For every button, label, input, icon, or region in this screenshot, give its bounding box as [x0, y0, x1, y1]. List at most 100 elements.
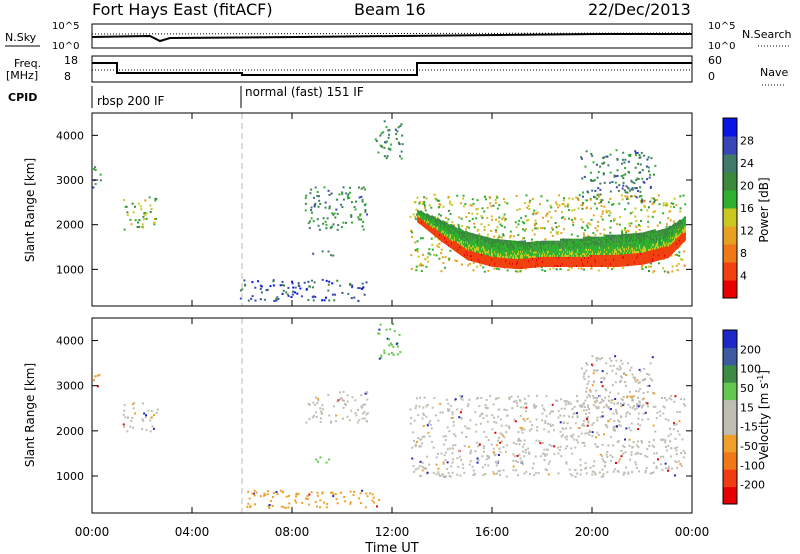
data-cell: [637, 223, 640, 226]
data-cell: [524, 202, 527, 205]
data-cell: [680, 242, 682, 245]
power-data: [92, 120, 687, 303]
data-cell: [567, 209, 570, 212]
data-cell: [317, 224, 320, 227]
data-cell: [495, 218, 498, 221]
data-cell: [387, 136, 390, 139]
data-cell: [638, 154, 641, 157]
data-cell: [533, 224, 536, 227]
data-cell: [597, 187, 600, 190]
y-tick-label: 4000: [56, 129, 84, 142]
data-cell: [643, 200, 646, 203]
data-cell: [362, 228, 365, 231]
data-cell: [515, 194, 518, 197]
data-cell: [411, 231, 414, 234]
data-cell: [503, 219, 506, 222]
data-cell: [618, 184, 621, 187]
data-cell: [532, 211, 535, 214]
data-cell: [99, 173, 102, 176]
data-cell: [96, 385, 99, 388]
data-cell: [681, 258, 684, 261]
data-cell: [354, 208, 357, 211]
data-cell: [592, 214, 595, 217]
data-cell: [436, 216, 439, 219]
data-cell: [503, 213, 506, 216]
data-cell: [634, 215, 637, 218]
data-cell: [277, 298, 280, 301]
data-cell: [527, 204, 530, 207]
data-cell: [311, 286, 314, 289]
data-cell: [246, 505, 249, 508]
data-cell: [349, 191, 352, 194]
data-cell: [599, 182, 602, 185]
data-cell: [331, 491, 334, 494]
data-cell: [558, 194, 561, 197]
data-cell: [341, 206, 344, 209]
data-cell: [591, 154, 594, 157]
data-cell: [571, 197, 574, 200]
data-cell: [414, 217, 417, 220]
data-cell: [594, 202, 597, 205]
data-cell: [92, 168, 95, 171]
data-cell: [327, 289, 330, 292]
data-cell: [515, 226, 518, 229]
data-cell: [324, 220, 327, 223]
data-cell: [572, 224, 575, 227]
data-cell: [605, 211, 608, 214]
data-cell: [441, 220, 444, 223]
data-cell: [416, 248, 419, 251]
data-cell: [471, 212, 474, 215]
data-cell: [419, 201, 422, 204]
data-cell: [647, 225, 650, 228]
data-cell: [318, 195, 321, 198]
data-cell: [318, 199, 321, 202]
data-cell: [635, 225, 638, 228]
data-cell: [312, 299, 315, 302]
data-cell: [648, 265, 651, 268]
data-cell: [96, 374, 99, 377]
data-cell: [516, 209, 519, 212]
data-cell: [395, 133, 398, 136]
data-cell: [299, 287, 302, 290]
data-cell: [650, 262, 653, 265]
data-cell: [142, 218, 145, 221]
data-cell: [361, 200, 364, 203]
data-cell: [639, 190, 642, 193]
data-cell: [345, 221, 348, 224]
data-cell: [527, 218, 530, 221]
data-cell: [440, 252, 443, 255]
data-cell: [310, 209, 313, 212]
data-cell: [358, 287, 361, 290]
data-cell: [415, 213, 418, 216]
data-cell: [674, 248, 676, 251]
data-cell: [145, 217, 148, 220]
data-cell: [141, 418, 144, 421]
data-cell: [297, 282, 300, 285]
data-cell: [362, 186, 365, 189]
data-cell: [304, 202, 307, 205]
data-cell: [430, 237, 433, 240]
data-cell: [455, 260, 458, 263]
data-cell: [512, 235, 515, 238]
data-cell: [582, 191, 585, 194]
data-cell: [131, 202, 134, 205]
data-cell: [609, 190, 612, 193]
data-cell: [326, 217, 329, 220]
data-cell: [427, 252, 430, 255]
data-cell: [353, 296, 356, 299]
data-cell: [637, 162, 640, 165]
data-cell: [325, 506, 328, 509]
data-cell: [401, 143, 404, 146]
data-cell: [665, 202, 668, 205]
data-cell: [265, 289, 268, 292]
data-cell: [267, 504, 270, 507]
data-cell: [434, 236, 437, 239]
data-cell: [433, 193, 436, 196]
data-cell: [663, 270, 666, 273]
data-cell: [420, 269, 423, 272]
data-cell: [298, 285, 301, 288]
data-cell: [592, 161, 595, 164]
velocity-data: [92, 323, 687, 510]
data-cell: [676, 246, 678, 249]
data-cell: [316, 194, 319, 197]
